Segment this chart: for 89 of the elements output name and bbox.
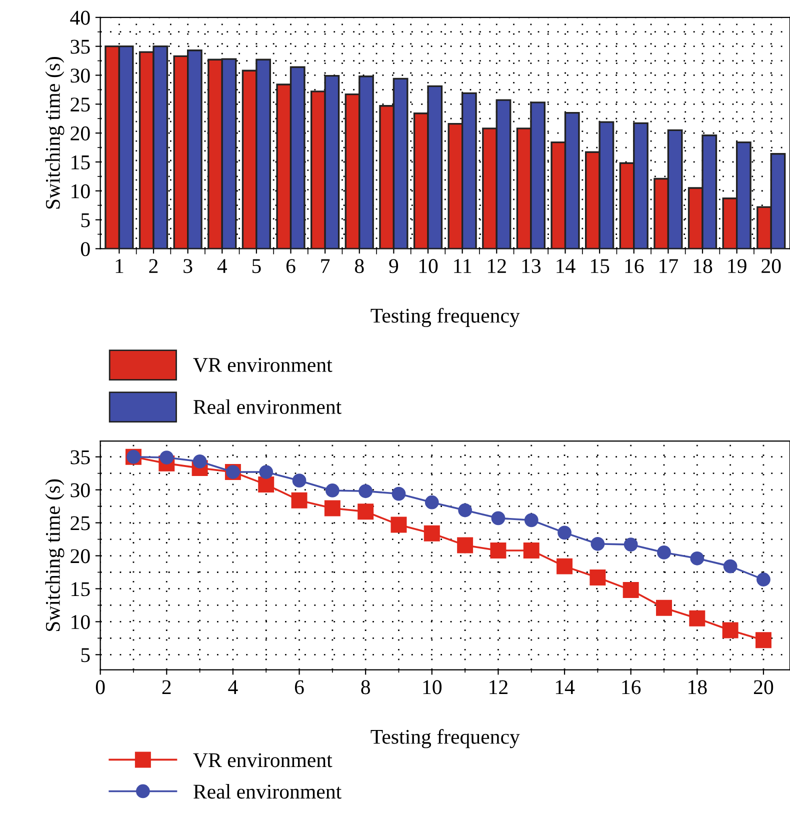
point [259, 465, 274, 479]
legend-label: Real environment [194, 784, 342, 799]
point [556, 558, 573, 574]
y-tick-label: 30 [70, 68, 90, 83]
point [558, 526, 572, 540]
point [424, 495, 439, 510]
x-tick-label: 18 [688, 680, 707, 694]
y-tick-label: 25 [70, 516, 90, 530]
x-tick-label: 14 [556, 259, 576, 273]
x-tick-label: 6 [286, 259, 296, 274]
y-axis-title: Switching time (s) [45, 479, 64, 631]
point [755, 632, 772, 648]
point [160, 450, 174, 464]
point [723, 559, 738, 574]
x-tick-label: 16 [622, 680, 641, 694]
y-tick-label: 15 [72, 582, 90, 596]
y-tick-label: 35 [70, 450, 90, 464]
x-tick-label: 17 [660, 259, 678, 273]
point [192, 454, 207, 468]
x-tick-label: 6 [294, 680, 304, 694]
y-tick-label: 15 [72, 155, 90, 170]
legend-label: Real environment [194, 399, 342, 414]
x-tick-label: 2 [162, 680, 171, 694]
x-axis-title: Testing frequency [370, 729, 520, 748]
x-tick-label: 16 [625, 259, 644, 274]
x-tick-label: 2 [149, 259, 158, 273]
x-tick-label: 3 [184, 259, 192, 274]
x-tick-label: 13 [522, 259, 541, 274]
legend-label: VR environment [193, 753, 332, 768]
x-tick-label: 10 [419, 259, 438, 274]
point [291, 492, 308, 508]
x-tick-label: 20 [762, 259, 781, 274]
x-tick-label: 12 [490, 680, 508, 694]
y-tick-label: 10 [72, 615, 90, 630]
x-tick-label: 8 [354, 259, 364, 274]
point [590, 536, 605, 551]
x-tick-label: 7 [321, 259, 330, 273]
point [324, 500, 340, 516]
point [590, 570, 606, 586]
x-tick-label: 0 [96, 680, 105, 694]
point [392, 486, 406, 501]
y-tick-label: 0 [80, 242, 90, 256]
y-tick-label: 5 [81, 213, 90, 228]
y-tick-label: 10 [72, 184, 90, 198]
x-tick-label: 12 [488, 259, 506, 273]
point [490, 542, 506, 558]
x-tick-label: 4 [228, 680, 238, 694]
y-tick-label: 20 [70, 126, 90, 140]
point [524, 513, 538, 528]
x-tick-label: 14 [556, 680, 575, 694]
point [325, 484, 340, 498]
point [258, 476, 274, 493]
point [656, 600, 672, 616]
point [523, 542, 540, 558]
point [722, 622, 738, 638]
point [657, 546, 671, 560]
point [292, 474, 306, 488]
x-tick-label: 19 [728, 259, 746, 274]
point [622, 582, 639, 598]
x-tick-label: 4 [217, 259, 228, 273]
x-axis-title: Testing frequency [370, 308, 520, 328]
x-tick-label: 8 [361, 680, 370, 694]
x-tick-label: 18 [694, 259, 712, 274]
point [457, 537, 474, 554]
y-axis-title: Switching time (s) [45, 57, 64, 209]
x-tick-label: 9 [389, 259, 398, 274]
y-tick-label: 30 [70, 483, 90, 498]
x-tick-label: 5 [252, 259, 261, 274]
point [424, 525, 440, 542]
x-tick-label: 20 [754, 680, 774, 694]
y-tick-label: 5 [81, 648, 90, 662]
x-tick-label: 1 [116, 259, 124, 273]
y-tick-label: 40 [70, 10, 90, 25]
x-tick-label: 15 [590, 259, 610, 274]
point [689, 610, 706, 626]
legend-label: VR environment [193, 358, 332, 372]
point [690, 551, 704, 566]
point [390, 516, 407, 533]
point [491, 511, 506, 526]
point [756, 572, 770, 586]
point [458, 503, 472, 518]
y-tick-label: 25 [70, 98, 90, 112]
point [358, 504, 374, 520]
x-tick-label: 10 [423, 680, 442, 694]
point [358, 484, 373, 498]
x-tick-label: 11 [454, 259, 472, 273]
y-tick-label: 35 [70, 40, 90, 54]
y-tick-label: 20 [70, 549, 90, 564]
point [624, 538, 638, 552]
